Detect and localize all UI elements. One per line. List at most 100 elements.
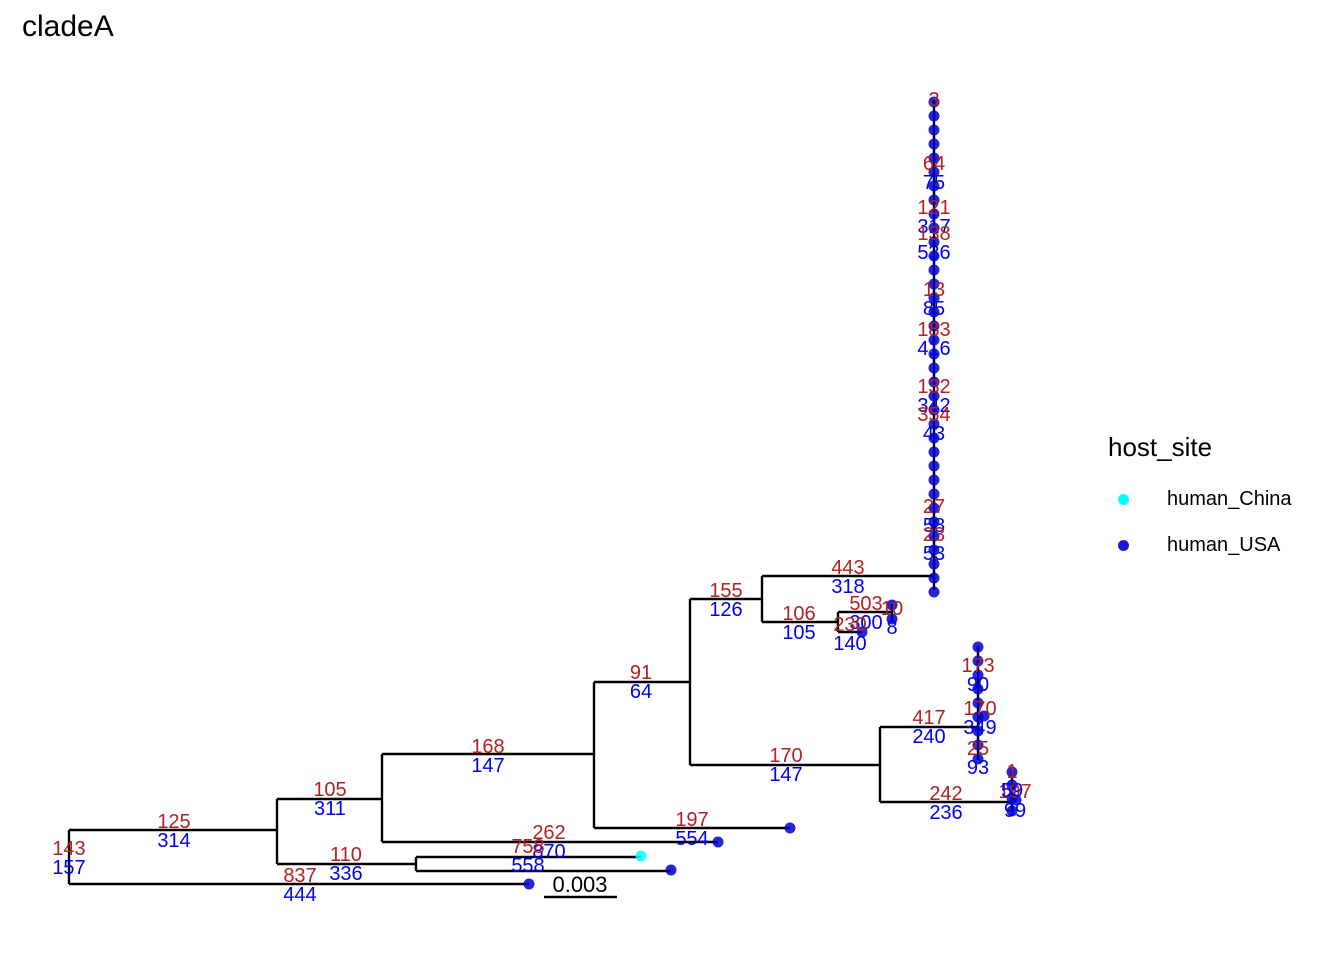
tip-point (928, 390, 940, 402)
tip-point (972, 655, 984, 667)
tip-point (972, 683, 984, 695)
tip-point (1006, 779, 1018, 791)
tip-point (928, 194, 940, 206)
branch-label-red: 230 (833, 614, 866, 636)
branch-label-blue: 64 (630, 681, 652, 703)
tip-point (1006, 766, 1018, 778)
tip-point (665, 864, 677, 876)
branch-label-red: 262 (532, 822, 565, 844)
tip-point (928, 292, 940, 304)
branch-label-red: 242 (929, 783, 962, 805)
tip-point (928, 152, 940, 164)
tip-point (928, 264, 940, 276)
branch-label-red: 197 (675, 809, 708, 831)
legend-swatch-human-china (1118, 494, 1129, 505)
branch-label-blue: 147 (471, 755, 504, 777)
tip-point (928, 348, 940, 360)
tip-point (523, 878, 535, 890)
tip-point (928, 530, 940, 542)
tip-point (928, 376, 940, 388)
branch-label-blue: 75 (923, 172, 945, 194)
branch-label-red: 25 (967, 738, 989, 760)
tip-point (928, 278, 940, 290)
legend-swatch-human-usa (1118, 540, 1129, 551)
tip-point (928, 446, 940, 458)
branch-label-blue: 147 (769, 764, 802, 786)
branch-label-blue: 536 (917, 242, 950, 264)
branch-label-blue: 99 (1004, 800, 1026, 822)
branch-label-red: 106 (782, 603, 815, 625)
branch-label-red: 27 (923, 496, 945, 518)
branch-label-blue: 317 (917, 216, 950, 238)
branch-label-blue: 318 (831, 576, 864, 598)
branch-label-red: 170 (769, 745, 802, 767)
branch-label-red: 758 (511, 836, 544, 858)
branch-label-blue: 336 (329, 863, 362, 885)
tip-point (928, 208, 940, 220)
branch-label-blue: 240 (912, 726, 945, 748)
tip-point (928, 222, 940, 234)
tip-point (886, 599, 898, 611)
branch-label-blue: 314 (157, 830, 190, 852)
branch-label-blue: 90 (967, 674, 989, 696)
scale-bar-label: 0.003 (552, 872, 607, 897)
branch-label-blue: 8 (886, 617, 897, 639)
branch-label-blue: 105 (782, 622, 815, 644)
branch-label-red: 23 (923, 524, 945, 546)
branch-label-red: 91 (630, 662, 652, 684)
branch-label-blue: 85 (923, 298, 945, 320)
branch-label-red: 443 (831, 557, 864, 579)
tip-point (928, 138, 940, 150)
tip-point (928, 586, 940, 598)
branch-label-blue: 444 (283, 884, 316, 906)
branch-label-blue: 58 (923, 515, 945, 537)
plot-title: cladeA (22, 10, 114, 43)
tip-point (928, 96, 940, 108)
tip-point (635, 850, 647, 862)
branch-label-blue: 53 (923, 543, 945, 565)
legend-item-human-usa: human_USA (1118, 534, 1280, 557)
tip-point (1010, 794, 1022, 806)
tip-point (712, 836, 724, 848)
branch-label-blue: 93 (967, 757, 989, 779)
tip-point (928, 502, 940, 514)
branch-label-red: 168 (471, 736, 504, 758)
branch-label-red: 837 (283, 865, 316, 887)
tip-point (928, 474, 940, 486)
tip-point (928, 124, 940, 136)
legend-title: host_site (1108, 432, 1213, 462)
tree-branches (67, 100, 1014, 886)
tip-point (928, 236, 940, 248)
branch-label-red: 417 (912, 707, 945, 729)
tip-point (972, 739, 984, 751)
branch-label-red: 132 (917, 376, 950, 398)
tip-point (1006, 805, 1018, 817)
tip-point (928, 306, 940, 318)
tip-point (928, 404, 940, 416)
legend-label-human-usa: human_USA (1167, 534, 1281, 556)
branch-label-red: 105 (313, 779, 346, 801)
branch-label-red: 354 (917, 404, 950, 426)
tip-point (886, 613, 898, 625)
tip-point (928, 544, 940, 556)
tip-point (978, 710, 990, 722)
tip-point (972, 725, 984, 737)
tip-point (928, 320, 940, 332)
branch-label-red: 125 (157, 811, 190, 833)
tip-point (856, 626, 868, 638)
branch-label-blue: 416 (917, 338, 950, 360)
tip-point (928, 418, 940, 430)
legend-item-human-china: human_China (1118, 488, 1292, 511)
tip-point (928, 432, 940, 444)
branch-label-red: 143 (52, 838, 85, 860)
branch-label-blue: 140 (833, 633, 866, 655)
branch-labels: 1431571253148374441053111103361681472628… (52, 89, 1031, 906)
branch-label-blue: 558 (511, 855, 544, 877)
branch-label-blue: 300 (849, 612, 882, 634)
tip-point (928, 166, 940, 178)
branch-label-red: 183 (917, 319, 950, 341)
tip-point (784, 822, 796, 834)
tip-point (972, 669, 984, 681)
tip-point (928, 334, 940, 346)
